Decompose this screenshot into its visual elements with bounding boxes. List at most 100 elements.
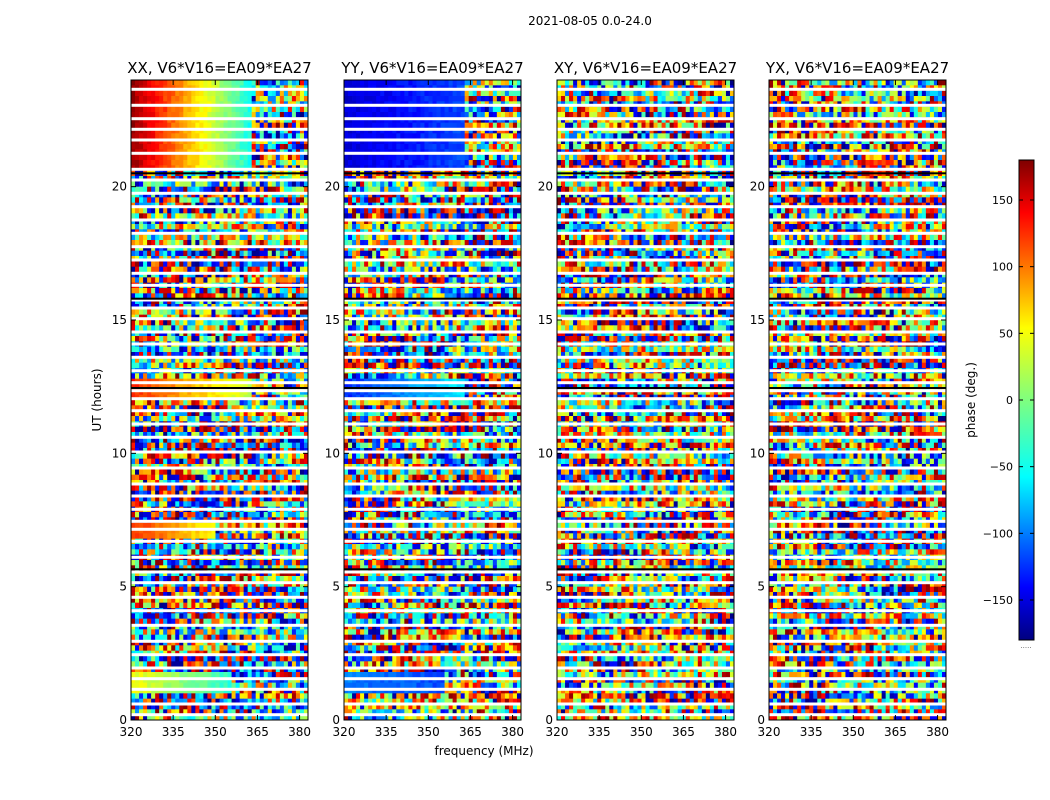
x-tick-label: 350 — [630, 725, 653, 739]
panel-3: YX, V6*V16=EA09*EA27 320 335 350 365 380 0 5 10 1… — [750, 59, 949, 739]
y-tick-label: 20 — [750, 180, 765, 194]
flagged-row — [344, 103, 521, 107]
gap-line — [557, 297, 734, 300]
flagged-row — [344, 355, 521, 359]
flagged-row — [131, 389, 308, 393]
flagged-row — [131, 381, 308, 385]
flagged-row — [769, 677, 946, 681]
flagged-row — [769, 435, 946, 439]
flagged-row — [344, 167, 521, 171]
flagged-row — [131, 409, 308, 413]
flagged-row — [769, 330, 946, 334]
flagged-row — [557, 298, 734, 302]
x-tick-label: 380 — [926, 725, 949, 739]
flagged-row — [557, 397, 734, 401]
y-tick-label: 10 — [112, 446, 127, 460]
flagged-row — [769, 355, 946, 359]
flagged-row — [557, 369, 734, 373]
gap-line — [344, 172, 521, 175]
flagged-row — [557, 283, 734, 287]
flagged-row — [131, 317, 308, 321]
colorbar-tick-label: −150 — [983, 594, 1013, 607]
x-tick-label: 380 — [714, 725, 737, 739]
flagged-row — [769, 609, 946, 613]
flagged-row — [131, 283, 308, 287]
flagged-row — [344, 507, 521, 511]
gap-line — [769, 568, 946, 571]
flagged-row — [344, 205, 521, 209]
flagged-row — [131, 355, 308, 359]
flagged-row — [344, 389, 521, 393]
flagged-row — [769, 595, 946, 599]
flagged-row — [131, 191, 308, 195]
flagged-row — [769, 466, 946, 470]
flagged-row — [769, 342, 946, 346]
y-tick-label: 5 — [332, 580, 340, 594]
flagged-row — [344, 178, 521, 182]
flagged-row — [769, 306, 946, 310]
flagged-row — [557, 570, 734, 574]
y-tick-label: 10 — [538, 446, 553, 460]
flagged-row — [769, 666, 946, 670]
flagged-row — [344, 435, 521, 439]
flagged-row — [557, 653, 734, 657]
flagged-row — [344, 245, 521, 249]
flagged-row — [344, 422, 521, 426]
y-tick-label: 15 — [112, 313, 127, 327]
flagged-row — [557, 623, 734, 627]
gap-line — [344, 297, 521, 300]
flagged-row — [769, 623, 946, 627]
flagged-row — [769, 127, 946, 131]
y-tick-label: 20 — [112, 180, 127, 194]
panel-0: XX, V6*V16=EA09*EA27 320 335 350 365 380 0 5 10 1… — [112, 59, 312, 739]
flagged-row — [557, 422, 734, 426]
flagged-row — [131, 555, 308, 559]
y-tick-label: 15 — [325, 313, 340, 327]
flagged-row — [769, 205, 946, 209]
flagged-row — [344, 555, 521, 559]
flagged-row — [344, 87, 521, 91]
flagged-row — [769, 713, 946, 717]
gap-line — [769, 297, 946, 300]
flagged-row — [344, 306, 521, 310]
colorbar-label: phase (deg.) — [964, 362, 978, 438]
flagged-row — [131, 369, 308, 373]
flagged-row — [344, 138, 521, 142]
flagged-row — [557, 539, 734, 543]
flagged-row — [769, 283, 946, 287]
flagged-row — [557, 258, 734, 262]
flagged-row — [557, 245, 734, 249]
flagged-row — [344, 381, 521, 385]
flagged-row — [557, 450, 734, 454]
flagged-row — [557, 409, 734, 413]
figure-suptitle: 2021-08-05 0.0-24.0 — [0, 14, 1050, 28]
panel-frame — [556, 79, 735, 721]
flagged-row — [769, 191, 946, 195]
flagged-row — [769, 519, 946, 523]
panel-frame — [343, 79, 522, 721]
flagged-row — [131, 450, 308, 454]
x-tick-label: 350 — [842, 725, 865, 739]
gap-line — [344, 387, 521, 389]
panel-title: YX, V6*V16=EA09*EA27 — [765, 59, 949, 77]
heatmap-cells — [131, 80, 308, 720]
flagged-row — [769, 581, 946, 585]
flagged-row — [769, 555, 946, 559]
flagged-row — [344, 151, 521, 155]
flagged-row — [557, 103, 734, 107]
colorbar-tick-label: −50 — [990, 461, 1013, 474]
flagged-row — [344, 527, 521, 531]
x-tick-label: 365 — [884, 725, 907, 739]
flagged-row — [769, 151, 946, 155]
flagged-row — [131, 422, 308, 426]
flagged-row — [557, 595, 734, 599]
flagged-row — [557, 138, 734, 142]
flagged-row — [131, 342, 308, 346]
panel-2: XY, V6*V16=EA09*EA27 320 335 350 365 380 0 5 10 1… — [538, 59, 737, 739]
flagged-row — [344, 117, 521, 121]
x-tick-label: 350 — [204, 725, 227, 739]
gap-line — [769, 172, 946, 175]
colorbar-tick-label: 100 — [992, 261, 1013, 274]
flagged-row — [344, 581, 521, 585]
flagged-row — [344, 298, 521, 302]
